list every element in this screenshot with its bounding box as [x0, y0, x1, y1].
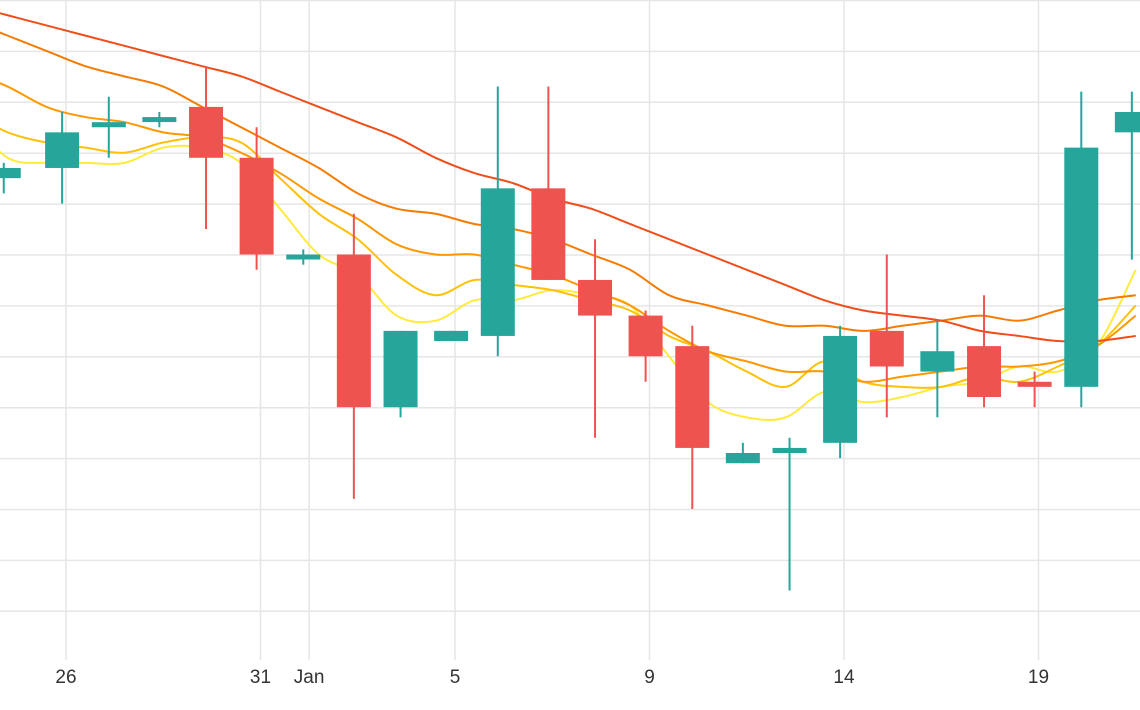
moving-average-layer	[0, 12, 1137, 421]
candle-body	[239, 157, 274, 255]
x-axis: 26 31 Jan 5 9 14 19	[55, 667, 1049, 688]
x-tick-label: 31	[250, 667, 271, 688]
candle-up	[725, 442, 760, 464]
candle-body	[1114, 111, 1140, 133]
candle-body	[45, 132, 80, 168]
candle-up	[434, 330, 469, 342]
candle-body	[383, 330, 418, 408]
candle-up	[383, 330, 418, 418]
candle-up	[823, 325, 858, 459]
candle-up	[480, 86, 515, 357]
candle-down	[628, 310, 663, 382]
moving-average-line-1	[0, 144, 1137, 421]
candle-up	[920, 320, 955, 418]
x-tick-label: 19	[1028, 667, 1049, 688]
candle-body	[725, 453, 760, 464]
candle-down	[1017, 371, 1052, 408]
candle-down	[336, 213, 371, 499]
candle-body	[142, 117, 177, 123]
candle-down	[578, 239, 613, 438]
candle-body	[869, 330, 904, 367]
x-tick-label: 26	[55, 667, 76, 688]
candle-body	[675, 346, 710, 448]
grid-layer	[0, 0, 1140, 660]
candle-body	[480, 188, 515, 336]
candle-down	[869, 254, 904, 418]
x-tick-label: 9	[644, 667, 655, 688]
candle-body	[920, 351, 955, 372]
candle-up	[142, 111, 177, 128]
moving-average-line-4	[0, 31, 1136, 332]
candle-down	[967, 295, 1002, 408]
candle-up	[91, 96, 126, 158]
candle-layer	[0, 66, 1140, 591]
x-tick-label: Jan	[294, 667, 325, 688]
candle-body	[531, 188, 566, 280]
candle-body	[628, 315, 663, 357]
candle-up	[1114, 91, 1140, 260]
x-tick-label: 14	[833, 667, 855, 688]
moving-average-line-2	[0, 127, 1137, 389]
x-tick-label: 5	[450, 667, 461, 688]
candle-body	[91, 122, 126, 128]
candle-body	[1017, 381, 1052, 387]
candle-body	[578, 279, 613, 316]
candle-down	[239, 127, 274, 270]
candle-up	[286, 249, 321, 265]
candle-body	[434, 330, 469, 342]
candle-up	[0, 162, 21, 194]
candle-body	[772, 447, 807, 454]
candle-body	[336, 254, 371, 408]
candle-up	[772, 437, 807, 591]
candle-body	[0, 167, 21, 179]
candle-down	[189, 66, 224, 230]
candle-body	[823, 335, 858, 443]
candle-body	[189, 106, 224, 158]
candle-up	[45, 111, 80, 204]
candle-down	[675, 325, 710, 509]
candle-body	[1064, 147, 1099, 387]
candle-down	[531, 86, 566, 280]
candle-body	[286, 254, 321, 260]
candle-body	[967, 346, 1002, 398]
candle-up	[1064, 91, 1099, 408]
